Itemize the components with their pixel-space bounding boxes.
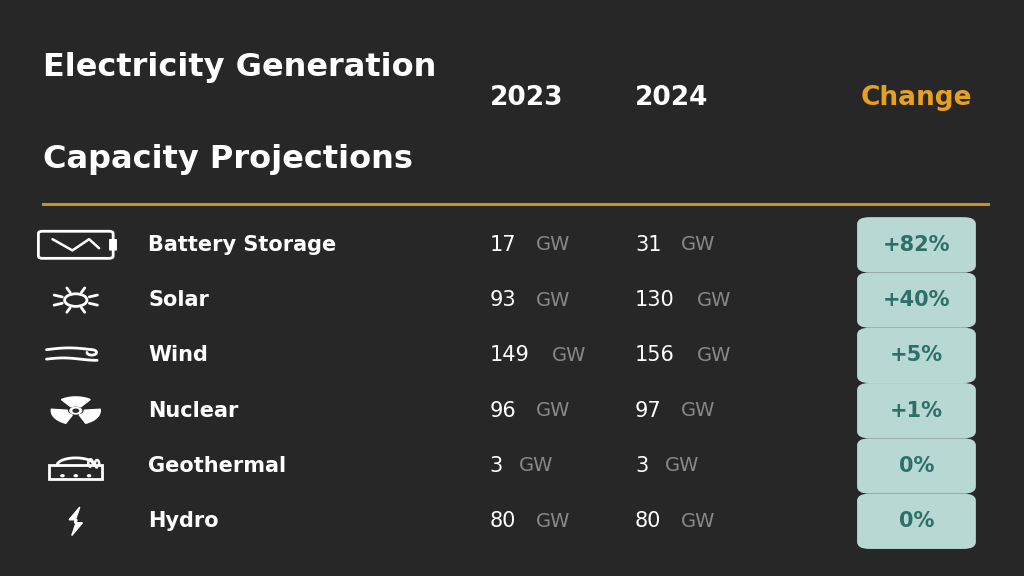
Text: 2024: 2024 — [635, 85, 709, 111]
Text: GW: GW — [536, 512, 570, 530]
Text: +5%: +5% — [890, 346, 943, 365]
Text: 156: 156 — [635, 346, 675, 365]
Text: 96: 96 — [489, 401, 516, 420]
FancyBboxPatch shape — [857, 272, 976, 328]
Text: 93: 93 — [489, 290, 516, 310]
Text: +40%: +40% — [883, 290, 950, 310]
FancyBboxPatch shape — [857, 494, 976, 549]
Text: GW: GW — [536, 401, 570, 420]
Text: 3: 3 — [635, 456, 648, 476]
Text: 3: 3 — [489, 456, 503, 476]
Polygon shape — [70, 507, 83, 536]
FancyBboxPatch shape — [857, 328, 976, 383]
Text: 80: 80 — [489, 511, 516, 531]
Circle shape — [74, 475, 78, 476]
Text: 97: 97 — [635, 401, 662, 420]
Circle shape — [60, 475, 65, 476]
Text: +1%: +1% — [890, 401, 943, 420]
Text: 2023: 2023 — [489, 85, 563, 111]
Text: 80: 80 — [635, 511, 662, 531]
Text: 0%: 0% — [899, 456, 934, 476]
Text: GW: GW — [552, 346, 587, 365]
Text: GW: GW — [681, 236, 716, 254]
Circle shape — [87, 475, 91, 476]
Text: Wind: Wind — [148, 346, 208, 365]
Text: Hydro: Hydro — [148, 511, 219, 531]
Text: GW: GW — [681, 401, 716, 420]
Text: Change: Change — [861, 85, 972, 111]
FancyBboxPatch shape — [857, 383, 976, 438]
Text: GW: GW — [519, 457, 554, 475]
Text: 31: 31 — [635, 235, 662, 255]
Polygon shape — [61, 397, 90, 407]
Circle shape — [73, 409, 79, 412]
Circle shape — [70, 407, 82, 414]
Text: Nuclear: Nuclear — [148, 401, 239, 420]
FancyBboxPatch shape — [857, 438, 976, 494]
Text: +82%: +82% — [883, 235, 950, 255]
Text: Solar: Solar — [148, 290, 209, 310]
Text: Electricity Generation: Electricity Generation — [43, 52, 436, 83]
Text: Geothermal: Geothermal — [148, 456, 287, 476]
Text: 17: 17 — [489, 235, 516, 255]
Text: GW: GW — [665, 457, 699, 475]
Text: 0%: 0% — [899, 511, 934, 531]
Polygon shape — [51, 409, 73, 423]
Text: 149: 149 — [489, 346, 529, 365]
Polygon shape — [79, 409, 100, 423]
FancyBboxPatch shape — [857, 217, 976, 272]
Text: GW: GW — [536, 236, 570, 254]
Text: GW: GW — [681, 512, 716, 530]
Text: GW: GW — [536, 291, 570, 309]
Text: GW: GW — [697, 346, 732, 365]
Text: GW: GW — [697, 291, 732, 309]
Text: 130: 130 — [635, 290, 675, 310]
Text: Battery Storage: Battery Storage — [148, 235, 337, 255]
Text: Capacity Projections: Capacity Projections — [43, 144, 413, 175]
FancyBboxPatch shape — [110, 239, 117, 251]
